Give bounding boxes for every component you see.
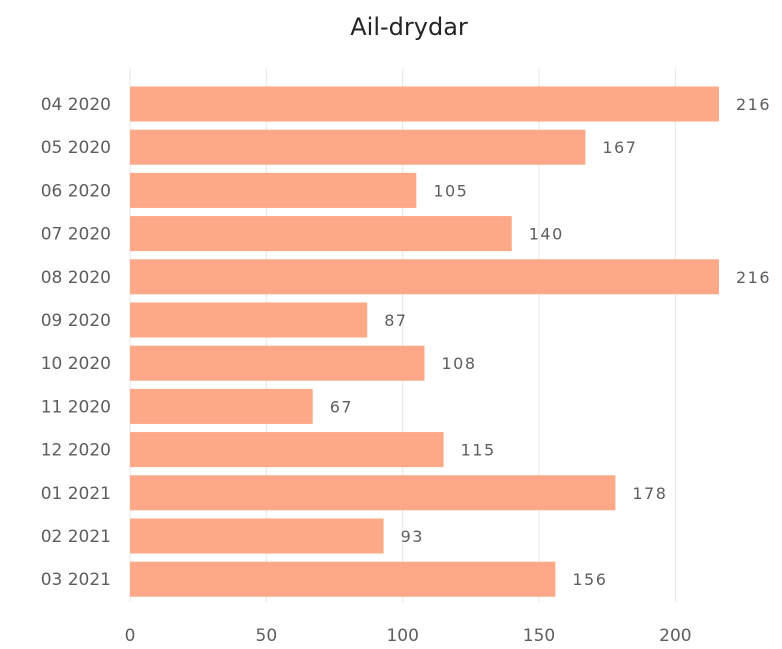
category-label: 10 2020 [41,354,111,374]
x-tick-label: 100 [386,626,418,646]
value-axis: 0 50 100 150 200 [125,626,692,646]
category-label: 11 2020 [41,397,111,417]
category-label: 05 2020 [41,138,111,158]
data-label: 167 [602,138,637,157]
bar[interactable] [130,259,719,295]
bar[interactable] [130,216,512,252]
bar[interactable] [130,432,444,468]
data-label: 105 [433,181,468,200]
category-label: 08 2020 [41,268,111,288]
bar[interactable] [130,345,425,381]
category-label: 04 2020 [41,95,111,115]
data-labels: 216 167 105 140 216 87 108 67 115 178 93 156 [330,95,771,589]
bar[interactable] [130,129,586,165]
data-label: 216 [736,95,771,114]
data-label: 67 [330,397,353,416]
category-label: 07 2020 [41,225,111,245]
chart-title: Ail-drydar [350,13,468,41]
bar[interactable] [130,172,417,208]
bar[interactable] [130,561,556,597]
category-label: 03 2021 [41,570,111,590]
data-label: 87 [384,311,407,330]
data-label: 156 [572,570,607,589]
category-label: 01 2021 [41,484,111,504]
bar[interactable] [130,388,313,424]
data-label: 140 [529,225,564,244]
category-label: 06 2020 [41,181,111,201]
data-label: 108 [442,354,477,373]
x-tick-label: 50 [256,626,278,646]
category-label: 02 2021 [41,527,111,547]
data-label: 93 [401,527,424,546]
x-tick-label: 0 [125,626,136,646]
bar[interactable] [130,518,384,554]
category-label: 12 2020 [41,441,111,461]
bar[interactable] [130,302,368,338]
category-axis: 04 2020 05 2020 06 2020 07 2020 08 2020 09 20… [41,95,111,590]
data-label: 115 [461,441,496,460]
data-label: 178 [632,484,667,503]
x-tick-label: 150 [523,626,555,646]
bars [130,86,719,597]
category-label: 09 2020 [41,311,111,331]
bar[interactable] [130,86,719,122]
x-tick-label: 200 [659,626,691,646]
data-label: 216 [736,268,771,287]
bar[interactable] [130,475,616,511]
